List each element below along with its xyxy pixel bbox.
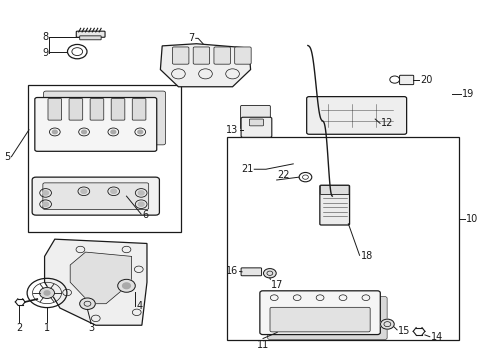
Text: 18: 18 (360, 251, 372, 261)
Polygon shape (44, 239, 147, 325)
FancyBboxPatch shape (35, 98, 157, 151)
Circle shape (138, 130, 142, 134)
FancyBboxPatch shape (249, 119, 263, 126)
Circle shape (81, 189, 86, 193)
FancyBboxPatch shape (69, 99, 82, 120)
FancyBboxPatch shape (43, 183, 148, 210)
Text: 20: 20 (419, 75, 431, 85)
Text: 15: 15 (397, 325, 409, 336)
Circle shape (80, 298, 95, 310)
Circle shape (42, 191, 48, 195)
Text: 1: 1 (44, 323, 50, 333)
Text: 3: 3 (88, 323, 94, 333)
FancyBboxPatch shape (319, 185, 349, 225)
Circle shape (44, 291, 50, 295)
FancyBboxPatch shape (32, 177, 159, 215)
Circle shape (111, 189, 116, 193)
Text: 16: 16 (226, 266, 238, 276)
Text: 14: 14 (430, 332, 442, 342)
Text: 22: 22 (277, 170, 289, 180)
Text: 6: 6 (142, 210, 148, 220)
Circle shape (380, 319, 393, 329)
Text: 12: 12 (380, 118, 393, 128)
Circle shape (52, 130, 57, 134)
Text: 10: 10 (466, 215, 478, 224)
Text: 13: 13 (226, 125, 238, 135)
FancyBboxPatch shape (172, 47, 188, 64)
Text: 17: 17 (271, 280, 283, 290)
Text: 8: 8 (42, 32, 48, 41)
FancyBboxPatch shape (132, 99, 145, 120)
FancyBboxPatch shape (111, 99, 124, 120)
Text: 9: 9 (42, 48, 48, 58)
Text: 7: 7 (188, 33, 194, 43)
Text: 21: 21 (241, 164, 253, 174)
Circle shape (122, 283, 130, 289)
FancyBboxPatch shape (48, 99, 61, 120)
FancyBboxPatch shape (306, 96, 406, 134)
FancyBboxPatch shape (241, 117, 271, 137)
Text: 11: 11 (256, 339, 268, 350)
Text: 19: 19 (461, 89, 473, 99)
FancyBboxPatch shape (214, 47, 230, 64)
Circle shape (81, 130, 86, 134)
Polygon shape (70, 252, 131, 304)
FancyBboxPatch shape (259, 291, 380, 334)
FancyBboxPatch shape (193, 47, 209, 64)
Text: 2: 2 (16, 323, 22, 333)
FancyBboxPatch shape (76, 31, 105, 37)
Circle shape (263, 269, 276, 278)
FancyBboxPatch shape (240, 105, 270, 129)
Circle shape (118, 279, 135, 292)
Text: 5: 5 (4, 152, 10, 162)
Circle shape (111, 130, 116, 134)
Circle shape (40, 288, 54, 298)
FancyBboxPatch shape (267, 297, 386, 339)
Circle shape (138, 191, 144, 195)
FancyBboxPatch shape (399, 75, 413, 85)
Bar (27, 85, 181, 232)
Text: 4: 4 (136, 301, 142, 311)
Bar (227, 137, 458, 339)
Polygon shape (160, 44, 250, 87)
FancyBboxPatch shape (269, 307, 369, 332)
FancyBboxPatch shape (90, 99, 103, 120)
FancyBboxPatch shape (320, 185, 348, 194)
FancyBboxPatch shape (80, 36, 101, 40)
FancyBboxPatch shape (234, 47, 251, 64)
FancyBboxPatch shape (43, 91, 165, 145)
Circle shape (138, 202, 144, 206)
FancyBboxPatch shape (241, 268, 261, 276)
Circle shape (42, 202, 48, 206)
